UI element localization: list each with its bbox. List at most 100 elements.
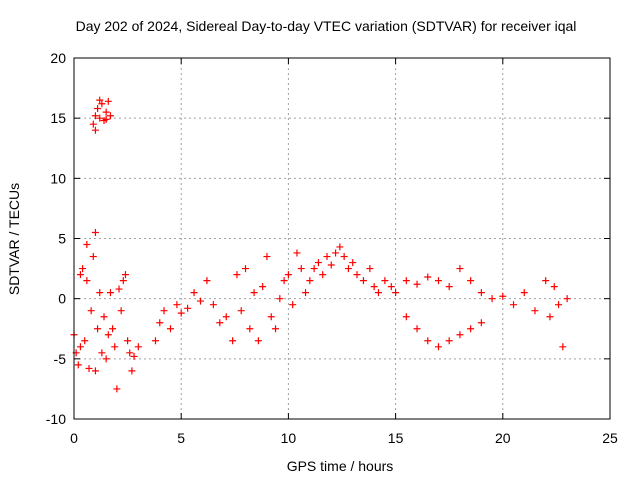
data-point bbox=[267, 313, 275, 321]
data-point bbox=[115, 285, 123, 293]
data-point bbox=[263, 253, 271, 261]
data-point bbox=[297, 265, 305, 273]
data-point bbox=[160, 307, 168, 315]
data-point bbox=[555, 301, 563, 309]
data-point bbox=[370, 283, 378, 291]
data-point bbox=[151, 337, 159, 345]
data-point bbox=[242, 265, 250, 273]
chart-title: Day 202 of 2024, Sidereal Day-to-day VTE… bbox=[76, 18, 577, 34]
data-point bbox=[349, 259, 357, 267]
data-point bbox=[374, 289, 382, 297]
data-point bbox=[102, 115, 110, 123]
data-point bbox=[96, 96, 104, 104]
x-axis-label: GPS time / hours bbox=[287, 458, 394, 474]
data-point bbox=[109, 325, 117, 333]
y-tick-label: 20 bbox=[50, 50, 66, 66]
data-point bbox=[237, 307, 245, 315]
data-points bbox=[70, 96, 571, 393]
data-point bbox=[121, 271, 129, 279]
y-tick-label: -10 bbox=[46, 411, 66, 427]
data-point bbox=[467, 277, 475, 285]
data-point bbox=[413, 325, 421, 333]
data-point bbox=[203, 277, 211, 285]
data-point bbox=[276, 295, 284, 303]
data-point bbox=[402, 313, 410, 321]
data-point bbox=[402, 277, 410, 285]
data-point bbox=[83, 241, 91, 249]
data-point bbox=[359, 277, 367, 285]
grid bbox=[74, 58, 610, 419]
x-tick-label: 25 bbox=[602, 430, 618, 446]
data-point bbox=[184, 304, 192, 312]
data-point bbox=[124, 337, 132, 345]
data-point bbox=[209, 301, 217, 309]
data-point bbox=[128, 367, 136, 375]
data-point bbox=[424, 273, 432, 281]
data-point bbox=[306, 277, 314, 285]
data-point bbox=[250, 289, 258, 297]
data-point bbox=[83, 277, 91, 285]
data-point bbox=[366, 265, 374, 273]
data-point bbox=[166, 325, 174, 333]
data-point bbox=[424, 337, 432, 345]
x-tick-label: 20 bbox=[495, 430, 511, 446]
data-point bbox=[477, 289, 485, 297]
x-tick-label: 15 bbox=[388, 430, 404, 446]
data-point bbox=[102, 355, 110, 363]
data-point bbox=[106, 289, 114, 297]
data-point bbox=[254, 337, 262, 345]
data-point bbox=[177, 309, 185, 317]
y-tick-label: 0 bbox=[58, 291, 66, 307]
data-point bbox=[327, 261, 335, 269]
data-point bbox=[353, 271, 361, 279]
data-point bbox=[91, 126, 99, 134]
data-point bbox=[76, 271, 84, 279]
data-point bbox=[190, 289, 198, 297]
data-point bbox=[81, 337, 89, 345]
data-point bbox=[94, 105, 102, 113]
data-point bbox=[488, 295, 496, 303]
data-point bbox=[96, 289, 104, 297]
data-point bbox=[79, 265, 87, 273]
data-point bbox=[91, 367, 99, 375]
data-point bbox=[94, 325, 102, 333]
data-point bbox=[289, 301, 297, 309]
y-tick-label: 5 bbox=[58, 231, 66, 247]
data-point bbox=[106, 112, 114, 120]
data-point bbox=[91, 112, 99, 120]
plot-frame bbox=[73, 57, 611, 420]
data-point bbox=[85, 364, 93, 372]
data-point bbox=[392, 289, 400, 297]
x-tick-label: 0 bbox=[70, 430, 78, 446]
y-tick-label: 15 bbox=[50, 110, 66, 126]
data-point bbox=[559, 343, 567, 351]
data-point bbox=[89, 120, 97, 128]
data-point bbox=[111, 343, 119, 351]
data-point bbox=[456, 265, 464, 273]
data-point bbox=[272, 325, 280, 333]
data-point bbox=[113, 385, 121, 393]
data-point bbox=[445, 337, 453, 345]
data-point bbox=[91, 228, 99, 236]
data-point bbox=[156, 319, 164, 327]
data-point bbox=[550, 283, 558, 291]
data-point bbox=[542, 277, 550, 285]
data-point bbox=[229, 337, 237, 345]
data-point bbox=[293, 249, 301, 257]
y-axis-label: SDTVAR / TECUs bbox=[6, 183, 22, 295]
data-point bbox=[456, 331, 464, 339]
data-point bbox=[100, 313, 108, 321]
data-point bbox=[76, 343, 84, 351]
data-point bbox=[134, 343, 142, 351]
data-point bbox=[222, 313, 230, 321]
data-point bbox=[340, 253, 348, 261]
data-point bbox=[196, 297, 204, 305]
data-point bbox=[413, 280, 421, 288]
data-point bbox=[87, 307, 95, 315]
data-point bbox=[119, 277, 127, 285]
data-point bbox=[563, 295, 571, 303]
data-point bbox=[310, 265, 318, 273]
data-point bbox=[104, 331, 112, 339]
data-point bbox=[381, 277, 389, 285]
